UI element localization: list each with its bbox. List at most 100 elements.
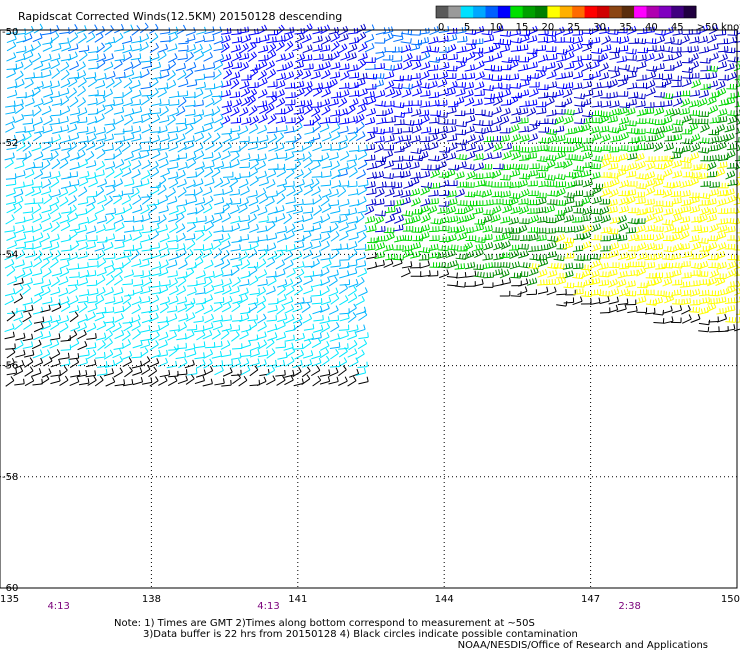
wind-barb xyxy=(556,289,567,296)
wind-barb xyxy=(635,197,646,205)
wind-barb xyxy=(501,88,512,98)
wind-barb xyxy=(51,212,62,223)
wind-barb xyxy=(230,244,241,252)
wind-barb xyxy=(131,59,142,69)
wind-barb xyxy=(159,70,170,79)
wind-barb xyxy=(383,244,394,252)
wind-barb xyxy=(50,170,61,180)
wind-barb xyxy=(211,167,221,178)
wind-barb xyxy=(518,278,529,287)
wind-barb xyxy=(86,280,98,287)
wind-barb xyxy=(438,46,450,53)
wind-barb xyxy=(589,60,600,70)
wind-barb xyxy=(517,224,528,234)
wind-barb xyxy=(726,143,738,151)
wind-barb xyxy=(385,206,396,214)
wind-barb xyxy=(311,357,322,367)
wind-barb xyxy=(248,154,260,162)
wind-barb xyxy=(598,125,610,133)
wind-barb xyxy=(167,313,178,323)
wind-barb xyxy=(653,290,665,297)
wind-barb xyxy=(87,214,98,224)
wind-barb xyxy=(194,225,206,232)
wind-barb xyxy=(527,169,539,178)
wind-barb xyxy=(77,322,87,332)
wind-barb xyxy=(40,304,51,313)
wind-barb xyxy=(446,134,458,142)
wind-barb xyxy=(500,240,511,250)
wind-barb xyxy=(617,106,628,116)
wind-barb xyxy=(401,74,412,81)
wind-barb xyxy=(194,161,205,171)
wind-barb xyxy=(292,159,302,171)
wind-barb xyxy=(124,69,135,79)
wind-barb xyxy=(671,81,682,88)
wind-barb xyxy=(294,349,305,360)
wind-barb xyxy=(194,73,206,81)
wind-barb xyxy=(608,304,619,314)
wind-barb xyxy=(311,338,322,349)
wind-barb xyxy=(176,285,187,296)
wind-barb xyxy=(563,146,575,153)
wind-barb xyxy=(238,140,248,152)
wind-barb xyxy=(213,301,223,312)
wind-barb xyxy=(149,230,160,241)
wind-barb xyxy=(609,177,620,188)
wind-barb xyxy=(374,198,385,206)
wind-barb xyxy=(583,191,594,198)
wind-barb xyxy=(105,71,116,80)
wind-barb xyxy=(97,195,107,205)
wind-barb xyxy=(582,207,593,216)
wind-barb xyxy=(419,231,430,241)
wind-barb xyxy=(78,289,90,297)
wind-barb xyxy=(140,325,151,333)
wind-barb xyxy=(32,197,44,205)
wind-barb xyxy=(58,116,69,124)
wind-barb xyxy=(69,179,80,187)
wind-barb xyxy=(87,375,97,386)
wind-barb xyxy=(580,196,591,206)
wind-barb xyxy=(69,152,80,161)
wind-barb xyxy=(492,91,504,99)
wind-barb xyxy=(391,55,403,63)
wind-barb xyxy=(131,258,142,268)
wind-barb xyxy=(78,277,89,286)
wind-barb xyxy=(384,71,395,80)
wind-barb xyxy=(24,97,35,107)
wind-barb xyxy=(85,126,97,135)
wind-barb xyxy=(709,326,720,333)
wind-barb xyxy=(347,348,358,358)
wind-barb xyxy=(679,223,690,233)
wind-barb xyxy=(528,233,539,242)
wind-barb xyxy=(49,241,60,251)
wind-barb xyxy=(383,149,394,160)
wind-barb xyxy=(511,280,522,287)
wind-barb xyxy=(150,149,161,160)
wind-barb xyxy=(637,252,648,261)
legend-swatch xyxy=(460,6,474,18)
wind-barb xyxy=(716,273,727,280)
wind-barb xyxy=(474,127,486,134)
wind-barb xyxy=(159,369,171,378)
wind-barb xyxy=(230,78,240,90)
wind-barb xyxy=(6,52,17,62)
wind-barb xyxy=(698,137,710,144)
wind-barb xyxy=(599,253,610,259)
wind-barb xyxy=(6,368,18,376)
wind-barb xyxy=(716,231,727,240)
wind-barb xyxy=(645,186,656,196)
wind-barb xyxy=(229,286,240,295)
wind-barb xyxy=(356,31,367,43)
wind-barb xyxy=(455,60,466,70)
wind-barb xyxy=(384,200,395,207)
wind-barb xyxy=(15,233,27,242)
wind-barb xyxy=(41,53,52,63)
wind-barb xyxy=(385,232,395,242)
wind-barb xyxy=(311,160,321,171)
wind-barb xyxy=(22,284,31,295)
wind-barb xyxy=(616,168,627,178)
wind-barb xyxy=(546,181,558,187)
wind-barb xyxy=(241,116,252,125)
wind-barb xyxy=(538,244,549,252)
wind-barb xyxy=(60,105,71,116)
